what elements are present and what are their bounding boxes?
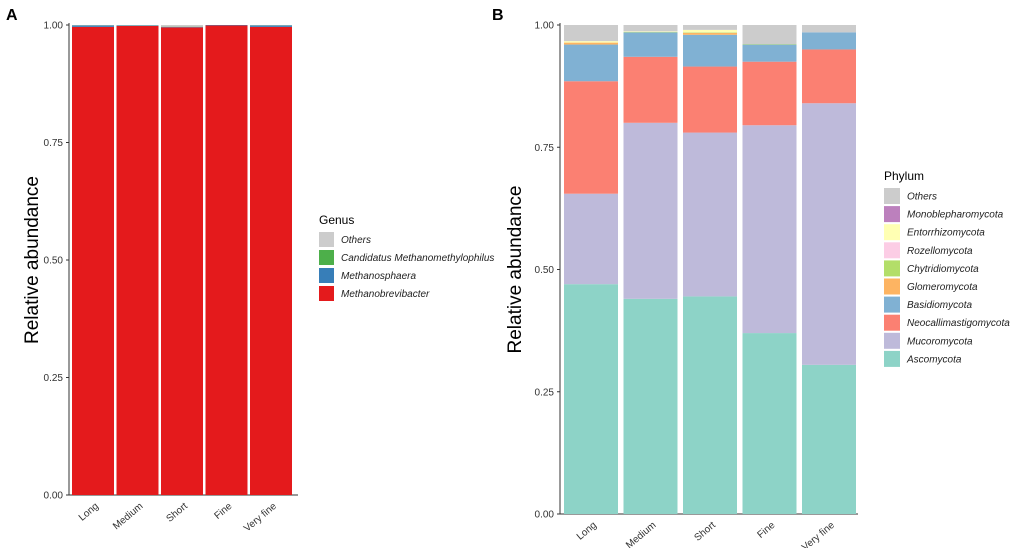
panel-b-bar-segment [623,25,678,32]
panel-b-bar-segment [564,42,618,45]
panel-a-bar-segment [250,26,292,495]
panel-b-label: B [492,7,504,24]
panel-b-y-tick-label: 0.50 [535,265,555,276]
panel-b-bar-segment [742,61,797,126]
panel-b-bar-segment [683,34,737,67]
panel-b-x-tick-label: Long [575,520,599,543]
panel-b-legend-swatch [884,260,900,277]
panel-a-bar-segment [161,25,203,27]
panel-b-legend-swatch [884,296,900,313]
panel-a-label: A [6,7,18,24]
panel-b-legend-swatch [884,350,900,367]
panel-b-y-axis-label: Relative abundance [505,186,526,354]
panel-a-bar-segment [161,27,203,495]
panel-b-bar-segment [564,81,618,194]
panel-a-y-tick-label: 0.50 [44,256,64,267]
panel-b-bar-segment [564,284,618,514]
panel-a-chart: 0.00 0.25 0.50 0.75 1.00 Relative abundance Lo… [22,21,494,535]
panel-b-legend-swatch [884,188,900,204]
panel-b-legend-swatch [884,206,900,223]
panel-a-x-tick-label: Medium [111,501,145,532]
panel-b-bar-segment [564,25,618,42]
panel-a-bar-segment [205,25,248,495]
panel-b-bar-segment [742,44,797,62]
panel-a-legend-swatch [319,250,334,265]
panel-b-legend-label: Ascomycota [906,354,962,365]
panel-b-bar-segment [623,56,678,123]
panel-a-legend-swatch [319,232,334,247]
panel-a-legend-title: Genus [319,213,354,227]
panel-b-x-tick-label: Very fine [800,520,837,548]
panel-b-legend-label: Mucoromycota [907,336,973,347]
panel-b-x-tick-label: Short [693,520,719,544]
panel-b-chart: 0.00 0.25 0.50 0.75 1.00 Relative abundance Lo… [505,21,1010,548]
panel-a-legend-label: Candidatus Methanomethylophilus [341,253,494,264]
panel-b-bar-segment [742,333,797,514]
panel-b-bar-segment [683,296,737,514]
panel-a-legend-label: Others [341,235,371,246]
panel-b-y-tick-label: 0.25 [535,387,555,398]
panel-b-bar-segment [683,25,737,30]
panel-b-bar-segment [683,66,737,133]
panel-a-legend-swatch [319,268,334,283]
panel-b-bar-segment [623,298,678,514]
panel-b-bar-segment [802,103,856,365]
panel-b-bar-segment [564,193,618,285]
panel-b-bar-segment [742,25,797,45]
panel-b-legend-label: Basidiomycota [907,300,972,311]
panel-b-legend-title: Phylum [884,169,924,183]
panel-b-bar-segment [802,49,856,104]
panel-b-bar-segment [564,41,618,43]
panel-b-legend-label: Neocallimastigomycota [907,318,1010,329]
panel-b-bar-segment [742,125,797,334]
panel-b-bar-segment [683,132,737,297]
panel-b-bar-segment [802,25,856,33]
panel-a-bar-segment [250,25,292,27]
panel-a-y-axis-label: Relative abundance [22,176,43,344]
panel-b-bar-segment [623,32,678,57]
panel-b-legend-label: Chytridiomycota [907,264,979,275]
panel-b-bar-segment [683,29,737,33]
panel-a-bar-segment [72,26,114,495]
panel-b-y-tick-label: 0.00 [535,510,555,521]
panel-a-x-tick-label: Very fine [242,501,279,535]
panel-b-bar-segment [802,364,856,514]
panel-b-bar-segment [564,44,618,82]
panel-b-legend-swatch [884,332,900,349]
panel-a-legend-label: Methanosphaera [341,271,416,282]
panel-b-legend-label: Others [907,192,937,203]
panel-a-x-tick-label: Fine [212,501,234,522]
panel-b-bar-segment [802,32,856,50]
panel-a-bar-segment [72,25,114,27]
panel-a-legend-swatch [319,286,334,301]
panel-b-x-tick-label: Fine [755,520,777,541]
panel-a-x-tick-label: Long [77,501,101,524]
panel-b-legend-label: Rozellomycota [907,246,973,257]
panel-b-x-tick-label: Medium [624,520,658,548]
panel-b-legend-label: Monoblepharomycota [907,210,1004,221]
panel-b-legend-label: Glomeromycota [907,282,978,293]
panel-b-bar-segment [683,32,737,35]
panel-a-y-tick-label: 0.00 [44,491,64,502]
panel-b-y-tick-label: 1.00 [535,21,555,32]
panel-b-legend-swatch [884,314,900,331]
panel-a-legend-label: Methanobrevibacter [341,289,430,300]
panel-a-y-tick-label: 0.75 [44,138,64,149]
panel-b-y-tick-label: 0.75 [535,143,555,154]
panel-b-bar-segment [623,122,678,299]
panel-b-legend-label: Entorrhizomycota [907,228,985,239]
panel-a-y-tick-label: 0.25 [44,373,64,384]
panel-b-legend-swatch [884,242,900,259]
panel-a-y-tick-label: 1.00 [44,21,64,32]
panel-b-legend-swatch [884,224,900,241]
panel-a-bar-segment [116,25,159,495]
panel-b-legend-swatch [884,278,900,295]
panel-a-x-tick-label: Short [165,501,191,525]
